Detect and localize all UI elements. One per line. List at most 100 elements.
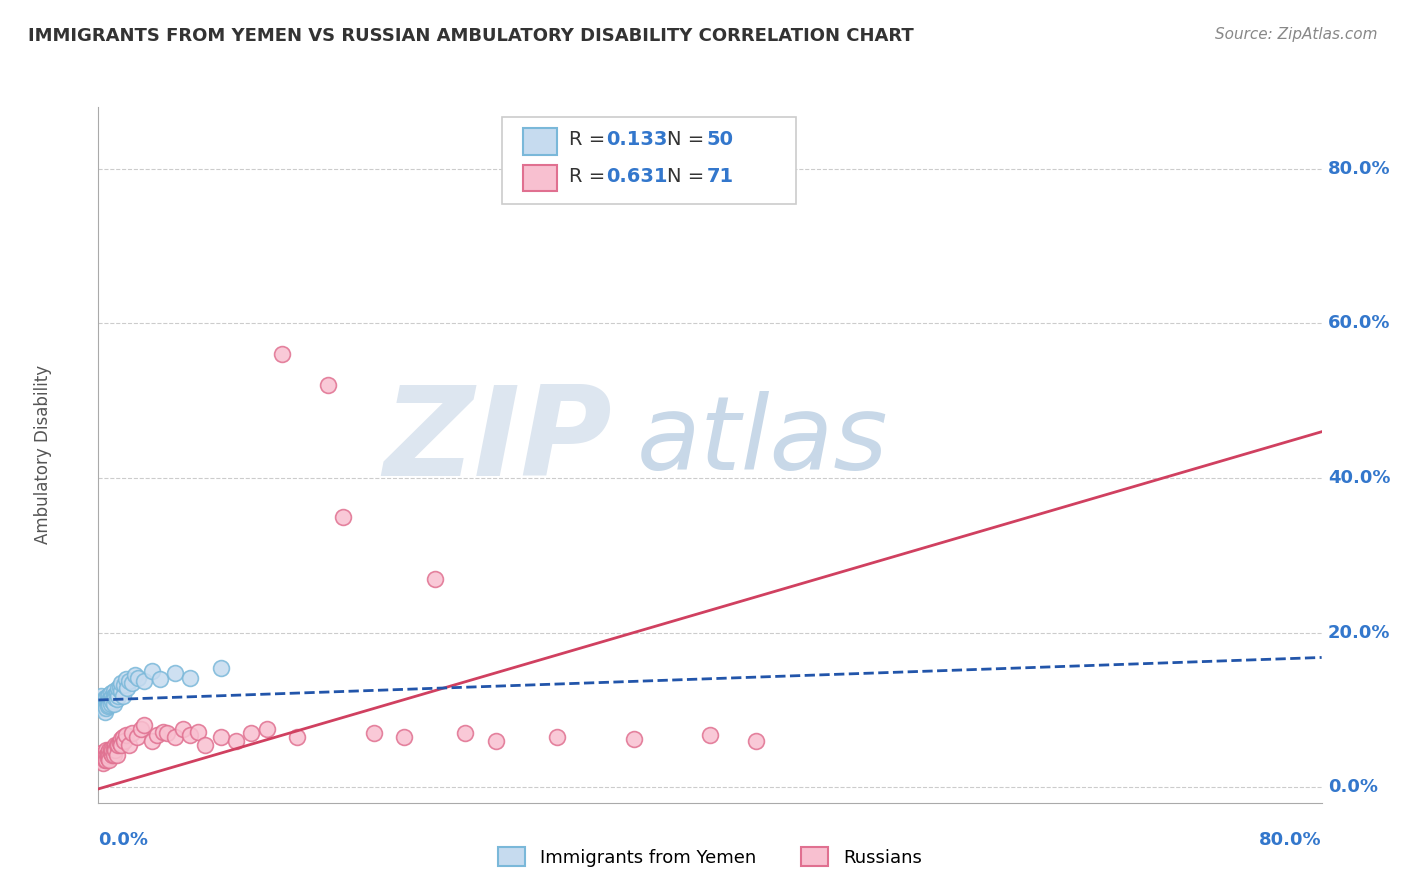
Point bbox=[111, 689, 134, 703]
Point bbox=[89, 747, 111, 762]
Text: 80.0%: 80.0% bbox=[1258, 830, 1322, 848]
Point bbox=[117, 681, 139, 696]
Point bbox=[98, 753, 121, 767]
Point bbox=[485, 734, 508, 748]
Legend: Immigrants from Yemen, Russians: Immigrants from Yemen, Russians bbox=[491, 840, 929, 874]
Point bbox=[108, 680, 131, 694]
Point bbox=[112, 734, 135, 748]
Point bbox=[156, 726, 179, 740]
Point bbox=[105, 686, 128, 700]
Point bbox=[107, 681, 129, 696]
Text: N =: N = bbox=[668, 168, 710, 186]
Point bbox=[93, 691, 115, 706]
Point bbox=[187, 724, 209, 739]
Point bbox=[107, 738, 129, 752]
Text: ZIP: ZIP bbox=[384, 381, 612, 501]
Point bbox=[93, 747, 115, 762]
Point bbox=[129, 723, 152, 737]
Point bbox=[93, 705, 115, 719]
Point bbox=[270, 347, 292, 361]
Point bbox=[90, 689, 112, 703]
Point bbox=[90, 695, 112, 709]
Point bbox=[104, 691, 127, 706]
Point bbox=[172, 723, 194, 737]
Text: 80.0%: 80.0% bbox=[1327, 160, 1391, 178]
Point bbox=[240, 726, 263, 740]
Text: 20.0%: 20.0% bbox=[1327, 624, 1391, 641]
Point bbox=[104, 738, 127, 752]
Point bbox=[110, 732, 132, 747]
Point bbox=[104, 688, 127, 702]
Text: 60.0%: 60.0% bbox=[1327, 315, 1391, 333]
Point bbox=[745, 734, 768, 748]
Point bbox=[93, 751, 115, 765]
Bar bbox=[523, 128, 557, 154]
Text: 0.0%: 0.0% bbox=[98, 830, 149, 848]
Point bbox=[112, 678, 135, 692]
FancyBboxPatch shape bbox=[502, 118, 796, 204]
Point bbox=[90, 751, 112, 765]
Point bbox=[118, 738, 141, 752]
Point bbox=[152, 724, 174, 739]
Point bbox=[91, 749, 114, 764]
Point bbox=[90, 746, 112, 760]
Point bbox=[100, 746, 122, 760]
Point bbox=[101, 747, 124, 762]
Point bbox=[91, 747, 114, 762]
Text: IMMIGRANTS FROM YEMEN VS RUSSIAN AMBULATORY DISABILITY CORRELATION CHART: IMMIGRANTS FROM YEMEN VS RUSSIAN AMBULAT… bbox=[28, 27, 914, 45]
Point bbox=[125, 730, 148, 744]
Point bbox=[90, 753, 112, 767]
Point bbox=[98, 698, 121, 712]
Point bbox=[105, 692, 128, 706]
Point bbox=[91, 701, 114, 715]
Point bbox=[90, 749, 112, 764]
Point bbox=[163, 730, 186, 744]
Point bbox=[98, 693, 121, 707]
Point bbox=[107, 689, 129, 703]
Point bbox=[89, 751, 111, 765]
Point bbox=[97, 695, 120, 709]
Point bbox=[97, 689, 120, 703]
Point bbox=[103, 697, 125, 711]
Point bbox=[179, 671, 201, 685]
Point bbox=[110, 738, 132, 752]
Point bbox=[145, 728, 167, 742]
Point bbox=[94, 753, 117, 767]
Point bbox=[179, 728, 201, 742]
Point bbox=[423, 572, 446, 586]
Text: Source: ZipAtlas.com: Source: ZipAtlas.com bbox=[1215, 27, 1378, 42]
Point bbox=[100, 741, 122, 756]
Point bbox=[97, 751, 120, 765]
Point bbox=[149, 672, 172, 686]
Point bbox=[94, 691, 117, 706]
Text: 0.0%: 0.0% bbox=[1327, 779, 1378, 797]
Point bbox=[97, 699, 120, 714]
Point bbox=[91, 756, 114, 770]
Point bbox=[209, 730, 232, 744]
Point bbox=[127, 671, 149, 685]
Point bbox=[194, 738, 217, 752]
Point bbox=[100, 686, 122, 700]
Point bbox=[100, 691, 122, 706]
Point bbox=[111, 730, 134, 744]
Point bbox=[94, 700, 117, 714]
Text: 40.0%: 40.0% bbox=[1327, 469, 1391, 487]
Point bbox=[110, 676, 132, 690]
Point bbox=[141, 665, 163, 679]
Point bbox=[316, 378, 339, 392]
Point bbox=[103, 689, 125, 703]
Point bbox=[93, 753, 115, 767]
Point bbox=[94, 694, 117, 708]
Text: Ambulatory Disability: Ambulatory Disability bbox=[34, 366, 52, 544]
Point bbox=[103, 741, 125, 756]
Point bbox=[94, 698, 117, 712]
Point bbox=[209, 660, 232, 674]
Point bbox=[101, 689, 124, 703]
Text: N =: N = bbox=[668, 130, 710, 149]
Point bbox=[93, 746, 115, 760]
Point bbox=[103, 747, 125, 762]
Point bbox=[623, 732, 645, 747]
Text: atlas: atlas bbox=[637, 391, 889, 491]
Text: R =: R = bbox=[569, 168, 612, 186]
Point bbox=[98, 743, 121, 757]
